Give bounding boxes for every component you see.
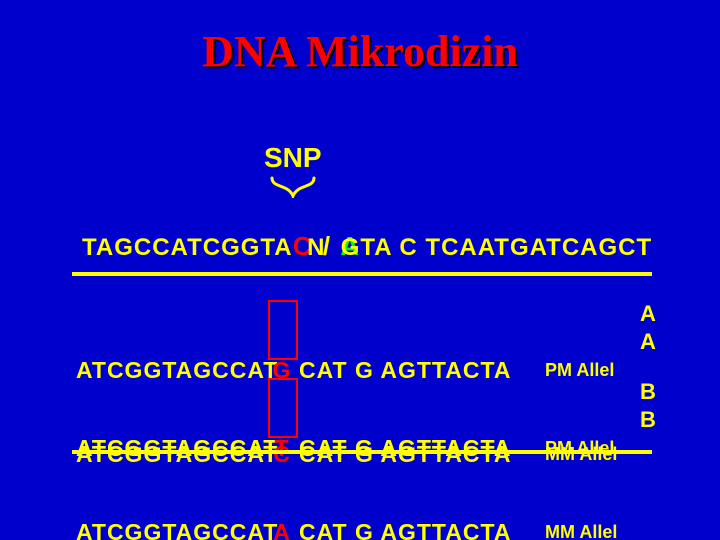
allele-letter-col-b: B B: [640, 378, 656, 434]
divider-top: [72, 272, 652, 276]
probe-left: ATCGGTAGCCAT: [76, 434, 271, 462]
allele-letter: A: [640, 328, 656, 356]
divider-bottom: [72, 450, 652, 454]
slide: DNA Mikrodizin SNP C / A TAGCCATCGGTA N …: [0, 0, 720, 540]
allele-letter: B: [640, 378, 656, 406]
slide-title: DNA Mikrodizin: [0, 26, 720, 77]
probe-snp: T: [271, 434, 293, 462]
probe-row: ATCGGTAGCCAT A CAT G AGTTACTA: [76, 518, 511, 540]
probe-annotation-b: PM Allel MM Allel: [545, 378, 617, 540]
probe-right: CAT G AGTTACTA: [293, 518, 511, 540]
snp-highlight-box-a: [268, 300, 298, 360]
bracket-icon: [270, 176, 316, 198]
probe-right: CAT G AGTTACTA: [293, 434, 511, 462]
probe-row: ATCGGTAGCCAT T CAT G AGTTACTA: [76, 434, 511, 462]
allele-letter: A: [640, 300, 656, 328]
probe-snp: A: [271, 518, 293, 540]
template-sequence: TAGCCATCGGTA N GTA C TCAATGATCAGCT: [82, 234, 652, 262]
probe-left: ATCGGTAGCCAT: [76, 518, 271, 540]
probe-type: PM Allel: [545, 434, 617, 462]
allele-letter: B: [640, 406, 656, 434]
probe-type: MM Allel: [545, 518, 617, 540]
allele-letter-col-a: A A: [640, 300, 656, 356]
snp-highlight-box-b: [268, 378, 298, 438]
snp-label: SNP: [264, 142, 322, 174]
